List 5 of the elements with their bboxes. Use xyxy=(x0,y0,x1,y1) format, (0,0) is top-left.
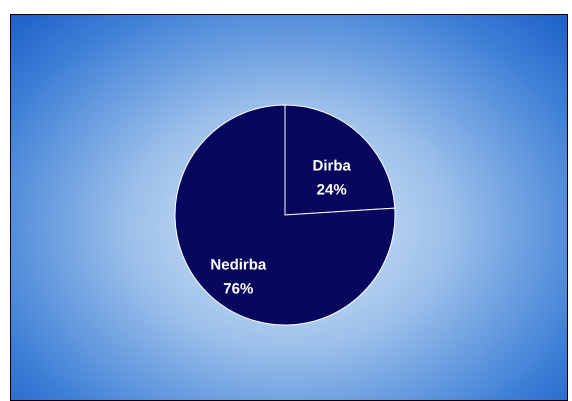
data-label: 76% xyxy=(223,280,254,298)
slice-label: Dirba xyxy=(312,157,352,174)
pie-slice xyxy=(174,104,396,326)
slice-label: Nedirba xyxy=(210,256,267,274)
data-label: 24% xyxy=(316,181,347,198)
